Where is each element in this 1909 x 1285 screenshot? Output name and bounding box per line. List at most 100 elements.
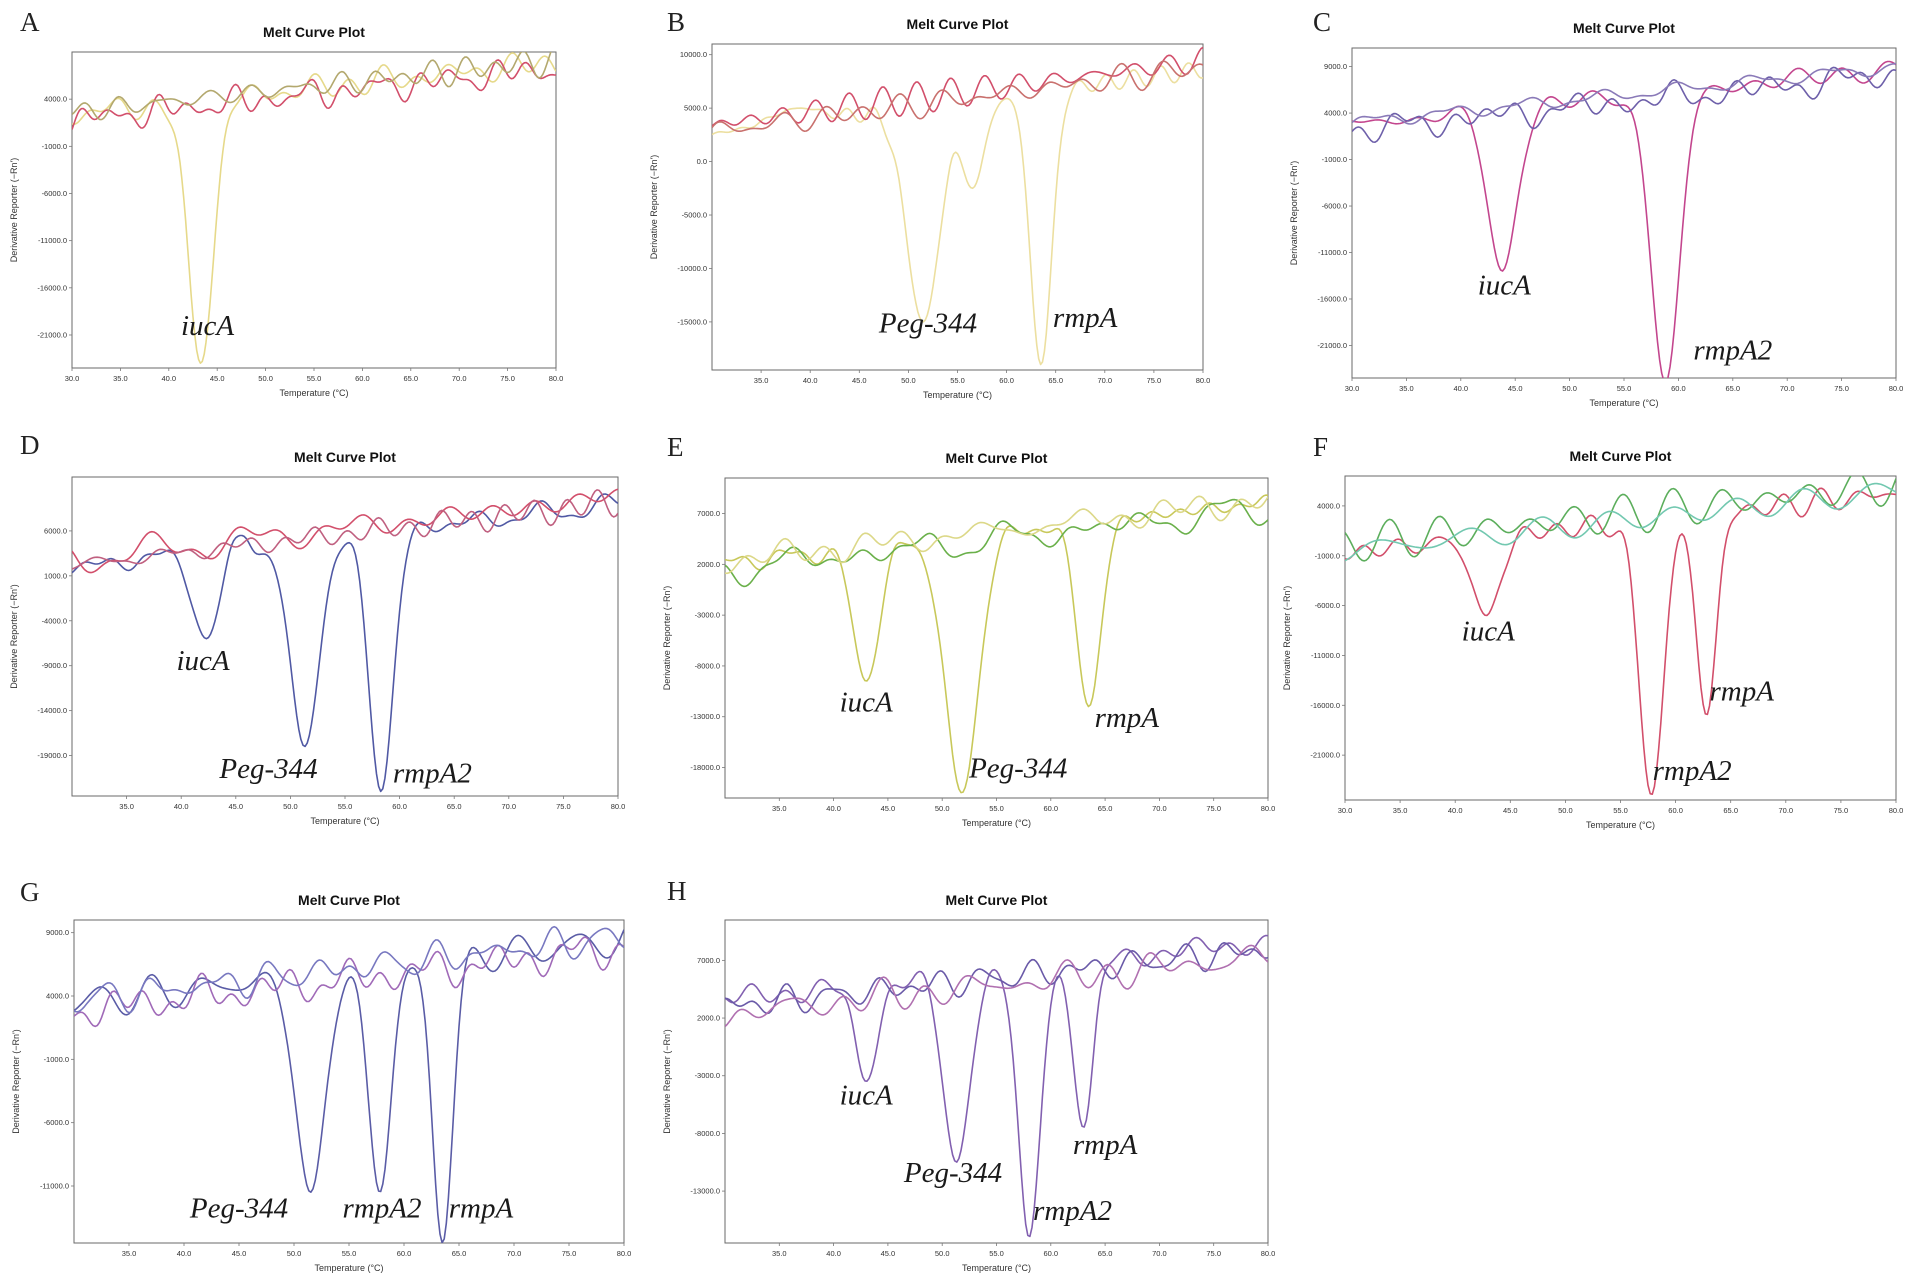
gene-annotation: iucA [840,1080,893,1112]
y-axis-label: Derivative Reporter (−Rn') [649,155,659,260]
gene-annotation: rmpA [1095,702,1160,734]
y-tick-label: -11000.0 [1318,248,1347,257]
x-tick-label: 40.0 [1448,806,1463,815]
x-axis-label: Temperature (°C) [962,818,1031,828]
x-axis-label: Temperature (°C) [962,1263,1031,1273]
x-tick-label: 35.0 [754,376,769,385]
y-tick-label: 5000.0 [684,104,707,113]
x-tick-label: 45.0 [881,804,896,813]
x-tick-label: 80.0 [611,802,626,811]
y-tick-label: -10000.0 [677,264,707,273]
y-tick-label: -19000.0 [37,751,67,760]
y-axis-label: Derivative Reporter (−Rn') [9,584,19,689]
panel-letter: C [1313,7,1331,37]
melt-curve-series [725,941,1268,1015]
y-axis-label: Derivative Reporter (−Rn') [9,158,19,263]
plot-title: Melt Curve Plot [1570,448,1672,464]
gene-annotation: Peg-344 [218,753,317,785]
melt-curve-series [72,52,552,121]
x-axis-label: Temperature (°C) [1586,820,1655,830]
x-tick-label: 55.0 [307,374,322,383]
melt-curve-series [72,493,618,793]
x-tick-label: 55.0 [1617,384,1632,393]
y-axis-label: Derivative Reporter (−Rn') [1289,161,1299,266]
x-tick-label: 45.0 [232,1249,247,1258]
x-tick-label: 35.0 [122,1249,137,1258]
x-tick-label: 60.0 [1671,384,1686,393]
gene-annotation: rmpA2 [1653,755,1732,787]
x-tick-label: 75.0 [556,802,571,811]
gene-annotation: iucA [181,310,234,342]
x-tick-label: 55.0 [342,1249,357,1258]
y-tick-label: -18000.0 [690,763,720,772]
melt-curve-panel: E Melt Curve Plot 7000.0 2000.0 -3000.0 -8000… [662,432,1275,828]
melt-curve-series [1345,482,1896,562]
panel-letter: G [20,877,40,907]
y-tick-label: 10000.0 [680,50,707,59]
x-tick-label: 60.0 [1043,804,1058,813]
melt-curve-panel: A Melt Curve Plot 4000.0 -1000.0 -6000.0 -110… [9,7,563,398]
y-tick-label: -14000.0 [37,706,67,715]
y-tick-label: -13000.0 [690,1187,720,1196]
y-tick-label: -1000.0 [44,1055,69,1064]
x-tick-label: 30.0 [1345,384,1360,393]
melt-curve-series [74,925,624,1014]
y-tick-label: -1000.0 [1322,155,1347,164]
plot-title: Melt Curve Plot [298,892,400,908]
x-tick-label: 60.0 [397,1249,412,1258]
x-tick-label: 55.0 [950,376,965,385]
melt-curve-series [725,498,1268,588]
melt-curve-series [1352,62,1896,125]
y-tick-label: 0.0 [697,157,707,166]
x-tick-label: 65.0 [447,802,462,811]
x-tick-label: 40.0 [174,802,189,811]
x-tick-label: 40.0 [161,374,176,383]
y-tick-label: 4000.0 [1324,109,1347,118]
panel-letter: A [20,7,40,37]
y-tick-label: -3000.0 [695,611,720,620]
plot-frame [1344,475,1897,801]
x-tick-label: 45.0 [852,376,867,385]
x-axis-label: Temperature (°C) [310,816,379,826]
melt-curve-series [72,488,618,574]
x-tick-label: 70.0 [1780,384,1795,393]
x-tick-label: 50.0 [283,802,298,811]
x-tick-label: 55.0 [338,802,353,811]
melt-curve-panel: G Melt Curve Plot 9000.0 4000.0 -1000.0 -6000… [11,877,631,1273]
melt-curve-series [1345,476,1896,562]
x-tick-label: 35.0 [113,374,128,383]
y-tick-label: -16000.0 [37,283,67,292]
x-tick-label: 50.0 [287,1249,302,1258]
x-tick-label: 80.0 [1261,1249,1276,1258]
plot-frame [1351,47,1897,379]
melt-curve-series [1352,60,1896,378]
x-tick-label: 65.0 [452,1249,467,1258]
y-axis-label: Derivative Reporter (−Rn') [662,1029,672,1134]
x-tick-label: 70.0 [1152,1249,1167,1258]
x-tick-label: 65.0 [1098,804,1113,813]
melt-curve-series [725,944,1268,1028]
y-tick-label: -6000.0 [42,189,67,198]
x-tick-label: 50.0 [901,376,916,385]
y-tick-label: 4000.0 [44,95,67,104]
x-axis-label: Temperature (°C) [314,1263,383,1273]
plot-title: Melt Curve Plot [946,450,1048,466]
x-tick-label: 70.0 [501,802,516,811]
gene-annotation: rmpA [449,1193,514,1225]
x-tick-label: 80.0 [1889,384,1904,393]
y-tick-label: -1000.0 [1315,551,1340,560]
x-tick-label: 80.0 [549,374,564,383]
plot-title: Melt Curve Plot [294,449,396,465]
plot-frame [71,476,619,797]
y-tick-label: -21000.0 [37,330,67,339]
panel-letter: H [667,876,687,906]
x-tick-label: 75.0 [1834,806,1849,815]
x-tick-label: 35.0 [1393,806,1408,815]
y-tick-label: 6000.0 [44,526,67,535]
melt-curve-series [725,494,1268,794]
x-tick-label: 60.0 [999,376,1014,385]
x-tick-label: 70.0 [452,374,467,383]
y-tick-label: -6000.0 [1315,601,1340,610]
panel-letter: B [667,7,685,37]
x-tick-label: 65.0 [1048,376,1063,385]
